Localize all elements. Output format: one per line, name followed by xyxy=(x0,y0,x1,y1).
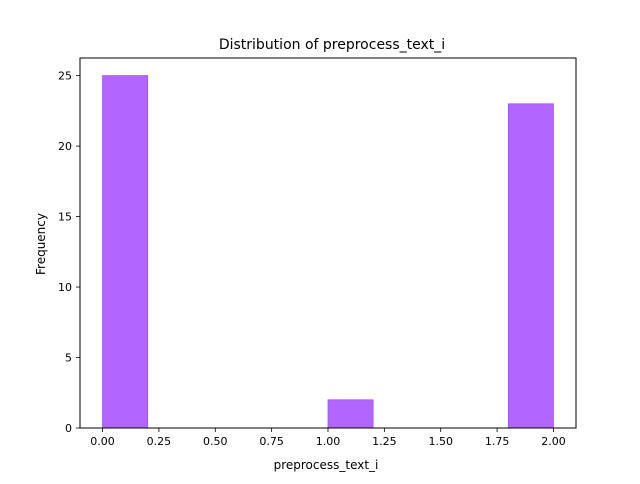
chart-title: Distribution of preprocess_text_i xyxy=(219,37,445,53)
y-tick-label: 20 xyxy=(58,140,72,153)
x-tick-label: 1.50 xyxy=(428,435,453,448)
x-tick-label: 0.75 xyxy=(259,435,284,448)
y-tick-label: 25 xyxy=(58,70,72,83)
y-tick-label: 5 xyxy=(65,352,72,365)
histogram-bar xyxy=(102,75,149,429)
y-axis-label: Frequency xyxy=(34,213,48,275)
x-tick-label: 0.00 xyxy=(90,435,115,448)
histogram-bar xyxy=(327,399,374,429)
x-axis-label: preprocess_text_i xyxy=(274,458,379,472)
y-tick-label: 0 xyxy=(65,422,72,435)
x-tick-label: 0.50 xyxy=(203,435,228,448)
y-axis-ticks: 0 5 10 15 20 25 xyxy=(58,70,80,435)
x-tick-label: 2.00 xyxy=(541,435,566,448)
axes-frame xyxy=(79,57,577,429)
y-tick-label: 15 xyxy=(58,211,72,224)
x-tick-label: 1.25 xyxy=(372,435,397,448)
x-tick-label: 0.25 xyxy=(147,435,172,448)
x-axis-ticks: 0.00 0.25 0.50 0.75 1.00 1.25 1.50 1.75 2.00 xyxy=(90,428,566,448)
x-tick-label: 1.75 xyxy=(485,435,510,448)
histogram-bar xyxy=(507,103,554,429)
y-tick-label: 10 xyxy=(58,281,72,294)
bars-group xyxy=(102,75,554,429)
x-tick-label: 1.00 xyxy=(316,435,341,448)
